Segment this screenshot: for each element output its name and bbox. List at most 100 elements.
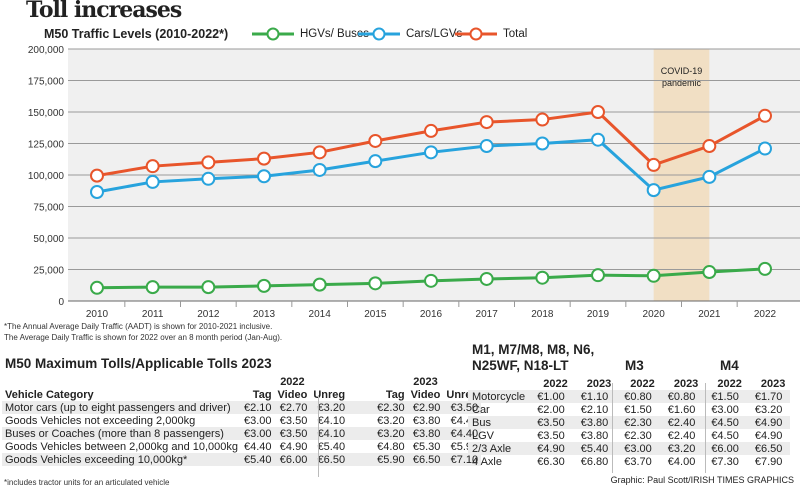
table-cell: €3.20 (374, 427, 408, 440)
x-tick-label: 2015 (364, 309, 387, 320)
table-cell: 2/3 Axle (468, 442, 530, 455)
table-cell: €3.80 (572, 416, 617, 429)
table-cell: €4.90 (529, 442, 573, 455)
table-cell: €2.30 (374, 401, 408, 414)
table-row: Motor cars (up to eight passengers and d… (2, 401, 482, 414)
table-cell: €2.30 (616, 416, 660, 429)
legend-label: Cars/LGVs (406, 28, 463, 40)
table-cell: €3.50 (274, 427, 311, 440)
data-point (312, 145, 327, 160)
data-point (145, 174, 160, 189)
table-row: 2/3 Axle €4.90 €5.40 €3.00 €3.20 €6.00 €6.50 (468, 442, 791, 455)
table-cell: €0.80 (659, 390, 704, 403)
table-cell: €1.50 (624, 403, 652, 416)
column-header: 2022 (717, 377, 742, 390)
data-point (312, 162, 327, 177)
table-cell: €3.80 (580, 429, 609, 442)
data-point (646, 183, 661, 198)
column-header: 2023 (760, 377, 786, 390)
data-point (368, 154, 383, 169)
annotation-label: pandemic (662, 78, 702, 88)
legend-label: HGVs/ Buses (300, 28, 370, 40)
legend-item: Total (455, 27, 527, 41)
column-header: Vehicle Category (5, 388, 94, 401)
column-header: Tag (252, 388, 272, 401)
y-tick-label: 100,000 (28, 171, 65, 182)
column-header: 2023 (673, 377, 699, 390)
legend-item: Cars/LGVs (358, 27, 462, 41)
other-heading-1: M1, M7/M8, M8, N6, (472, 342, 595, 357)
table-cell: €3.50 (529, 416, 573, 429)
table-cell: €6.50 (407, 453, 444, 466)
x-tick-label: 2012 (197, 309, 220, 320)
data-point (479, 139, 494, 154)
y-tick-label: 25,000 (33, 266, 64, 277)
x-tick-label: 2010 (86, 309, 109, 320)
data-point (145, 159, 160, 174)
table-cell: Bus (468, 416, 530, 429)
table-row: LGV €3.50 €3.80 €2.30 €2.40 €4.50 €4.90 (468, 429, 790, 442)
table-row: Motorcycle €1.00 €1.10 €0.80 €0.80 €1.50 €1.70 (468, 390, 791, 403)
m3-heading: M3 (625, 358, 644, 373)
table-cell: €4.00 (667, 455, 696, 468)
data-point (368, 133, 383, 148)
x-tick-label: 2017 (476, 309, 499, 320)
table-cell: €1.60 (667, 403, 696, 416)
y-tick-label: 150,000 (28, 108, 65, 119)
x-tick-label: 2013 (253, 309, 276, 320)
table-cell: €3.00 (616, 442, 660, 455)
other-heading-2: N25WF, N18-LT (472, 358, 569, 373)
table-cell: €3.70 (624, 455, 652, 468)
table-cell: €5.90 (374, 453, 408, 466)
table-cell: €4.50 (711, 429, 739, 442)
data-point (145, 280, 160, 295)
table-row: 4 Axle €6.30 €6.80 €3.70 €4.00 €7.30 €7.90 (468, 455, 790, 468)
data-point (479, 271, 494, 286)
data-point (424, 145, 438, 160)
table-cell: €4.10 (310, 427, 349, 440)
data-point (312, 277, 327, 292)
column-header: Video (410, 388, 441, 401)
table-cell: €7.90 (754, 455, 783, 468)
table-cell: €4.90 (754, 429, 783, 442)
table-cell: €4.90 (746, 416, 791, 429)
table-cell: €3.80 (407, 427, 444, 440)
table-cell: €2.10 (580, 403, 609, 416)
table-cell: €4.90 (279, 440, 308, 453)
table-cell: €2.00 (537, 403, 565, 416)
legend-label: Total (503, 28, 528, 40)
table-cell: €2.70 (274, 401, 311, 414)
x-tick-label: 2020 (643, 309, 666, 320)
table-row: Goods Vehicles exceeding 10,000kg* €5.40 €… (2, 453, 482, 466)
table-cell: €4.40 (244, 440, 272, 453)
data-point (424, 273, 438, 288)
table-cell: €6.00 (274, 453, 311, 466)
data-point (702, 139, 717, 154)
m50-heading: M50 Maximum Tolls/Applicable Tolls 2023 (5, 356, 272, 371)
table-cell: €4.80 (377, 440, 405, 453)
table-cell: €3.50 (443, 401, 482, 414)
x-tick-label: 2022 (754, 309, 777, 320)
table-row: Bus €3.50 €3.80 €2.30 €2.40 €4.50 €4.90 (468, 416, 791, 429)
table-cell: €0.80 (616, 390, 660, 403)
data-point (535, 112, 550, 127)
data-point (201, 280, 216, 295)
data-point (368, 276, 383, 291)
data-point (758, 141, 772, 156)
data-point (90, 280, 104, 295)
column-header: Unreg (313, 388, 346, 401)
data-point (90, 168, 104, 183)
year-header: 2023 (413, 375, 438, 388)
legend-marker-icon (252, 27, 294, 41)
table-row: Goods Vehicles not exceeding 2,000kg €3.0… (2, 414, 481, 427)
table-cell: €3.20 (310, 401, 349, 414)
y-tick-label: 125,000 (28, 140, 65, 151)
table-row: Goods Vehicles between 2,000kg and 10,00… (2, 440, 481, 453)
legend-marker-icon (358, 27, 400, 41)
data-point (702, 169, 717, 184)
data-point (591, 105, 605, 119)
table-cell: €5.40 (572, 442, 617, 455)
column-header: Tag (385, 388, 405, 401)
table-cell: Goods Vehicles exceeding 10,000kg* (2, 453, 242, 466)
